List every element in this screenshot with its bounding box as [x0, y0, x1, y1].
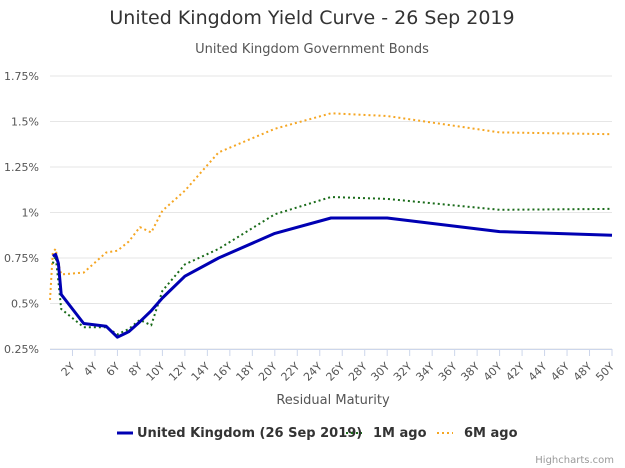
x-tick-label: 10Y — [144, 360, 168, 384]
x-tick-label: 2Y — [59, 360, 78, 379]
x-tick-label: 20Y — [256, 360, 280, 384]
legend: United Kingdom (26 Sep 2019) 1M ago 6M ago — [117, 426, 518, 441]
x-tick-label: 48Y — [571, 360, 595, 384]
x-tick-label: 18Y — [234, 360, 258, 384]
x-tick-label: 12Y — [166, 360, 190, 384]
legend-label: 6M ago — [464, 426, 518, 441]
y-tick-label: 1.5% — [11, 116, 39, 129]
x-axis-tick-labels: 2Y 4Y 6Y 8Y10Y12Y14Y16Y18Y20Y22Y24Y26Y28Y30… — [59, 360, 618, 384]
x-tick-label: 24Y — [301, 360, 325, 384]
x-tick-label: 46Y — [548, 360, 572, 384]
x-tick-label: 6Y — [104, 360, 123, 379]
legend-item-0[interactable]: United Kingdom (26 Sep 2019) — [117, 426, 362, 441]
y-tick-label: 1.75% — [4, 70, 39, 83]
series-line-0[interactable] — [51, 216, 613, 339]
x-tick-label: 16Y — [211, 360, 235, 384]
series-line-1[interactable] — [51, 196, 613, 336]
credits-link[interactable]: Highcharts.com — [535, 455, 614, 466]
x-axis-title: Residual Maturity — [276, 393, 390, 408]
x-tick-label: 38Y — [458, 360, 482, 384]
y-tick-label: 1.25% — [4, 161, 39, 174]
x-tick-label: 34Y — [413, 360, 437, 384]
legend-item-2[interactable]: 6M ago — [437, 426, 518, 441]
x-tick-label: 22Y — [279, 360, 303, 384]
series-line-2[interactable] — [49, 112, 613, 300]
legend-item-1[interactable]: 1M ago — [346, 426, 427, 441]
y-tick-label: 0.5% — [11, 298, 39, 311]
x-tick-label: 36Y — [436, 360, 460, 384]
x-tick-label: 28Y — [346, 360, 370, 384]
y-axis-tick-labels: 0.25% 0.5% 0.75% 1% 1.25% 1.5% 1.75% — [4, 70, 39, 356]
x-tick-label: 8Y — [126, 360, 145, 379]
y-tick-label: 0.75% — [4, 252, 39, 265]
x-tick-label: 50Y — [593, 360, 617, 384]
x-tick-label: 4Y — [81, 360, 100, 379]
legend-label: 1M ago — [373, 426, 427, 441]
chart-title: United Kingdom Yield Curve - 26 Sep 2019 — [109, 7, 514, 29]
x-axis — [50, 349, 613, 356]
grid-lines — [50, 75, 612, 350]
x-tick-label: 42Y — [503, 360, 527, 384]
legend-label: United Kingdom (26 Sep 2019) — [137, 426, 362, 441]
x-tick-label: 32Y — [391, 360, 415, 384]
x-tick-label: 26Y — [324, 360, 348, 384]
y-tick-label: 1% — [22, 207, 39, 220]
series-lines — [49, 112, 613, 339]
x-tick-label: 40Y — [481, 360, 505, 384]
x-tick-label: 44Y — [526, 360, 550, 384]
x-tick-label: 30Y — [368, 360, 392, 384]
y-tick-label: 0.25% — [4, 343, 39, 356]
x-tick-label: 14Y — [189, 360, 213, 384]
chart-subtitle: United Kingdom Government Bonds — [195, 42, 429, 57]
